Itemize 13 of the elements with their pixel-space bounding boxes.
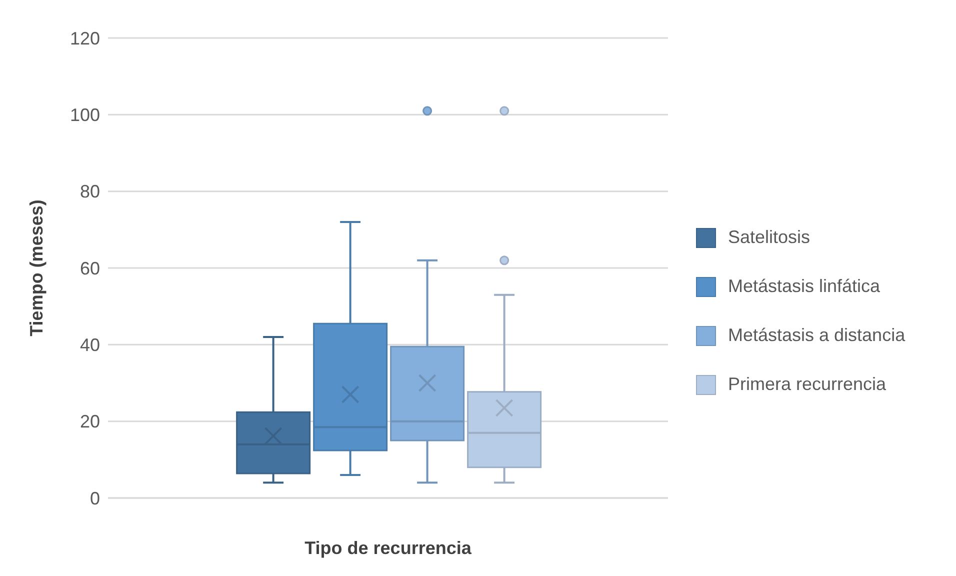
x-axis-title: Tipo de recurrencia <box>304 538 472 558</box>
y-tick-label: 120 <box>70 28 100 48</box>
y-axis-title: Tiempo (meses) <box>26 200 46 336</box>
y-tick-label: 0 <box>90 488 100 508</box>
legend-label: Metástasis linfática <box>728 276 880 297</box>
legend-label: Metástasis a distancia <box>728 325 906 346</box>
legend-label: Satelitosis <box>728 227 810 248</box>
y-tick-label: 40 <box>80 335 100 356</box>
y-tick-label: 20 <box>80 412 100 432</box>
y-tick-label: 100 <box>70 105 100 126</box>
y-tick-label: 80 <box>80 182 100 202</box>
y-tick-label: 60 <box>80 258 100 278</box>
legend-label: Primera recurrencia <box>728 374 886 395</box>
